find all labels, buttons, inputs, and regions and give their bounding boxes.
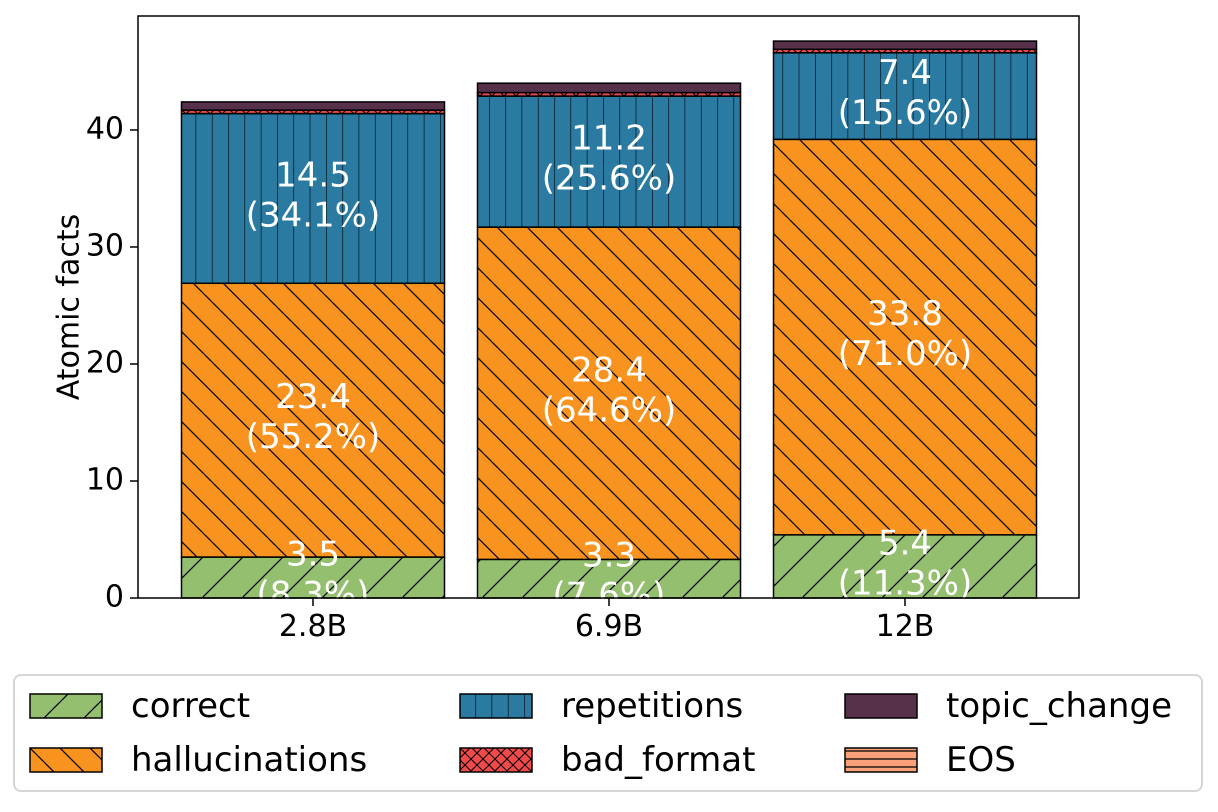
- bar-topic-change-2.8B: [181, 101, 445, 111]
- y-axis-title: Atomic facts: [52, 214, 87, 401]
- legend-swatch-hallucinations: [29, 747, 103, 773]
- data-label-repetitions-12B-percent: (15.6%): [838, 93, 973, 133]
- data-label-hallucinations-6.9B-value: 28.4: [571, 350, 647, 390]
- legend-item-correct: correct: [29, 686, 251, 726]
- y-tick-label-40: 40: [86, 112, 124, 147]
- legend-label-repetitions: repetitions: [561, 686, 744, 726]
- data-label-correct-6.9B-value: 3.3: [582, 536, 636, 576]
- data-labels-layer: 3.5(8.3%) 3.3(7.6%) 5.4(11.3%) 23.4(55.2%) 2…: [246, 53, 973, 616]
- bar-hatch-repetitions-2.8B: [180, 112, 446, 285]
- bar-hatch-correct-12B: [772, 534, 1038, 599]
- bar-hatch-correct-6.9B: [476, 558, 742, 599]
- data-label-repetitions-2.8B-percent: (34.1%): [246, 195, 381, 235]
- data-label-hallucinations-2.8B-value: 23.4: [275, 377, 351, 417]
- bar-outline-topic-change-12B: [772, 40, 1038, 51]
- legend-swatch-topic-change: [844, 693, 918, 719]
- bar-hatch-correct-2.8B: [180, 556, 446, 599]
- data-label-hallucinations-12B-percent: (71.0%): [838, 334, 973, 374]
- x-axis: 2.8B 6.9B 12B: [279, 598, 935, 644]
- bar-topic-change-12B: [773, 41, 1037, 50]
- data-label-correct-6.9B-percent: (7.6%): [553, 576, 666, 616]
- legend-label-eos: EOS: [946, 740, 1016, 780]
- data-label-correct-2.8B-value: 3.5: [286, 535, 340, 575]
- legend-label-correct: correct: [131, 686, 251, 726]
- x-tick-label-2.8B: 2.8B: [279, 609, 347, 644]
- legend-swatch-bad-format: [459, 747, 533, 773]
- bar-outline-topic-change-2.8B: [180, 101, 446, 111]
- x-tick-label-12B: 12B: [876, 609, 935, 644]
- legend-item-repetitions: repetitions: [459, 686, 744, 726]
- y-axis: 0 10 20 30 40: [86, 112, 138, 615]
- data-label-repetitions-2.8B-value: 14.5: [275, 155, 351, 195]
- y-tick-label-20: 20: [86, 346, 124, 381]
- legend-label-hallucinations: hallucinations: [131, 740, 368, 780]
- bar-hatch-repetitions-12B: [772, 52, 1038, 141]
- data-label-correct-2.8B-percent: (8.3%): [257, 575, 370, 615]
- bar-hatch-hallucinations-6.9B: [476, 226, 742, 561]
- y-tick-label-10: 10: [86, 463, 124, 498]
- legend-label-topic-change: topic_change: [946, 686, 1172, 726]
- legend-swatch-eos: [844, 747, 918, 773]
- legend-item-bad-format: bad_format: [459, 740, 756, 780]
- legend-swatch-correct: [29, 693, 103, 719]
- bar-topic-change-6.9B: [477, 83, 741, 93]
- legend-item-topic-change: topic_change: [844, 686, 1172, 726]
- bar-hatch-hallucinations-12B: [772, 138, 1038, 536]
- legend-swatch-repetitions: [459, 693, 533, 719]
- data-label-repetitions-12B-value: 7.4: [878, 53, 932, 93]
- bar-outline-topic-change-6.9B: [476, 82, 742, 94]
- bars-layer: [180, 40, 1038, 599]
- data-label-hallucinations-6.9B-percent: (64.6%): [542, 390, 677, 430]
- data-label-repetitions-6.9B-percent: (25.6%): [542, 159, 677, 199]
- data-label-correct-12B-percent: (11.3%): [838, 563, 973, 603]
- y-tick-label-30: 30: [86, 229, 124, 264]
- legend-item-eos: EOS: [844, 740, 1016, 780]
- bar-hatch-hallucinations-2.8B: [180, 282, 446, 558]
- y-tick-label-0: 0: [105, 580, 124, 615]
- legend: correct hallucinations repetitions bad_f…: [13, 674, 1203, 792]
- legend-label-bad-format: bad_format: [561, 740, 756, 780]
- bar-hatch-repetitions-6.9B: [476, 95, 742, 228]
- data-label-repetitions-6.9B-value: 11.2: [571, 119, 647, 159]
- data-label-hallucinations-2.8B-percent: (55.2%): [246, 417, 381, 457]
- legend-item-hallucinations: hallucinations: [29, 740, 368, 780]
- x-tick-label-6.9B: 6.9B: [575, 609, 643, 644]
- stacked-bar-chart: 3.5(8.3%) 3.3(7.6%) 5.4(11.3%) 23.4(55.2%) 2…: [52, 15, 1080, 644]
- data-label-correct-12B-value: 5.4: [878, 523, 932, 563]
- data-label-hallucinations-12B-value: 33.8: [867, 294, 943, 334]
